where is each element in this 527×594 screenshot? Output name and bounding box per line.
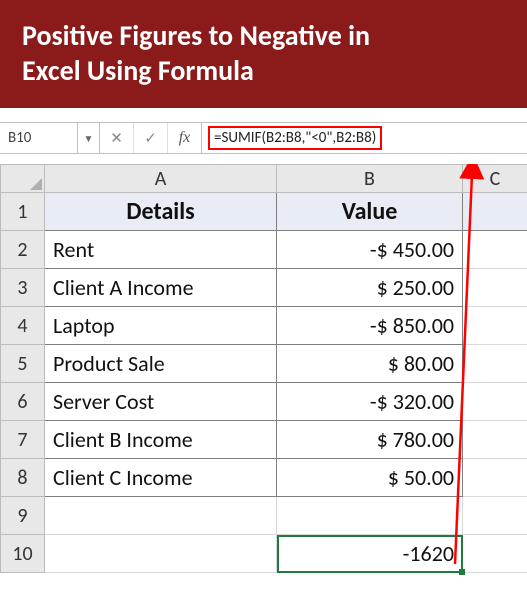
accept-formula-icon[interactable]: ✓ <box>134 123 168 153</box>
cell-value[interactable]: $ 80.00 <box>277 345 463 383</box>
spreadsheet-grid: A B C 1 Details Value 2 Rent -$ 450.00 3… <box>0 164 527 573</box>
row-header[interactable]: 2 <box>1 231 45 269</box>
column-header-row: A B C <box>1 165 527 193</box>
table-row: 5 Product Sale $ 80.00 <box>1 345 527 383</box>
cell-empty[interactable] <box>463 231 527 269</box>
cell-details[interactable]: Product Sale <box>45 345 277 383</box>
cell-empty[interactable] <box>463 421 527 459</box>
cell-details[interactable]: Client B Income <box>45 421 277 459</box>
name-box[interactable]: B10 <box>0 123 78 153</box>
banner-line1: Positive Figures to Negative in <box>22 18 370 53</box>
cancel-formula-icon[interactable]: ✕ <box>100 123 134 153</box>
col-header-C[interactable]: C <box>463 165 527 193</box>
cell-empty[interactable] <box>463 383 527 421</box>
table-row: 2 Rent -$ 450.00 <box>1 231 527 269</box>
header-value[interactable]: Value <box>277 193 463 231</box>
table-row-result: 10 -1620 <box>1 535 527 573</box>
row-header[interactable]: 9 <box>1 497 45 535</box>
table-row: 8 Client C Income $ 50.00 <box>1 459 527 497</box>
row-header[interactable]: 8 <box>1 459 45 497</box>
table-row-empty: 9 <box>1 497 527 535</box>
table-row: 6 Server Cost -$ 320.00 <box>1 383 527 421</box>
cell-empty[interactable] <box>277 497 463 535</box>
row-header[interactable]: 1 <box>1 193 45 231</box>
cell-details[interactable]: Client A Income <box>45 269 277 307</box>
name-box-dropdown-icon[interactable]: ▼ <box>78 123 100 153</box>
cell-empty[interactable] <box>463 345 527 383</box>
cell-empty[interactable] <box>463 497 527 535</box>
cell-empty[interactable] <box>463 307 527 345</box>
banner-line2: Excel Using Formula <box>22 53 254 88</box>
row-header[interactable]: 10 <box>1 535 45 573</box>
cell-details[interactable]: Rent <box>45 231 277 269</box>
formula-text-highlight: =SUMIF(B2:B8,"<0",B2:B8) <box>208 126 382 150</box>
row-header[interactable]: 7 <box>1 421 45 459</box>
col-header-A[interactable]: A <box>45 165 277 193</box>
row-header[interactable]: 3 <box>1 269 45 307</box>
cell-value[interactable]: $ 780.00 <box>277 421 463 459</box>
cell-value[interactable]: $ 50.00 <box>277 459 463 497</box>
cell-empty[interactable] <box>463 193 527 231</box>
title-banner: Positive Figures to Negative in Excel Us… <box>0 0 527 108</box>
cell-details[interactable]: Laptop <box>45 307 277 345</box>
formula-bar: B10 ▼ ✕ ✓ fx =SUMIF(B2:B8,"<0",B2:B8) <box>0 122 527 154</box>
cell-empty[interactable] <box>463 535 527 573</box>
row-header[interactable]: 4 <box>1 307 45 345</box>
result-cell-selected[interactable]: -1620 <box>277 535 463 573</box>
table-row: 4 Laptop -$ 850.00 <box>1 307 527 345</box>
table-row: 7 Client B Income $ 780.00 <box>1 421 527 459</box>
select-all-corner[interactable] <box>1 165 45 193</box>
cell-value[interactable]: $ 250.00 <box>277 269 463 307</box>
header-details[interactable]: Details <box>45 193 277 231</box>
cell-empty[interactable] <box>463 269 527 307</box>
cell-empty[interactable] <box>45 535 277 573</box>
table-row: 3 Client A Income $ 250.00 <box>1 269 527 307</box>
row-header[interactable]: 5 <box>1 345 45 383</box>
cell-details[interactable]: Client C Income <box>45 459 277 497</box>
cell-empty[interactable] <box>45 497 277 535</box>
table-header-row: 1 Details Value <box>1 193 527 231</box>
formula-input[interactable]: =SUMIF(B2:B8,"<0",B2:B8) <box>202 123 527 153</box>
cell-value[interactable]: -$ 450.00 <box>277 231 463 269</box>
row-header[interactable]: 6 <box>1 383 45 421</box>
cell-details[interactable]: Server Cost <box>45 383 277 421</box>
fx-icon[interactable]: fx <box>168 123 202 153</box>
cell-value[interactable]: -$ 320.00 <box>277 383 463 421</box>
cell-value[interactable]: -$ 850.00 <box>277 307 463 345</box>
cell-empty[interactable] <box>463 459 527 497</box>
col-header-B[interactable]: B <box>277 165 463 193</box>
